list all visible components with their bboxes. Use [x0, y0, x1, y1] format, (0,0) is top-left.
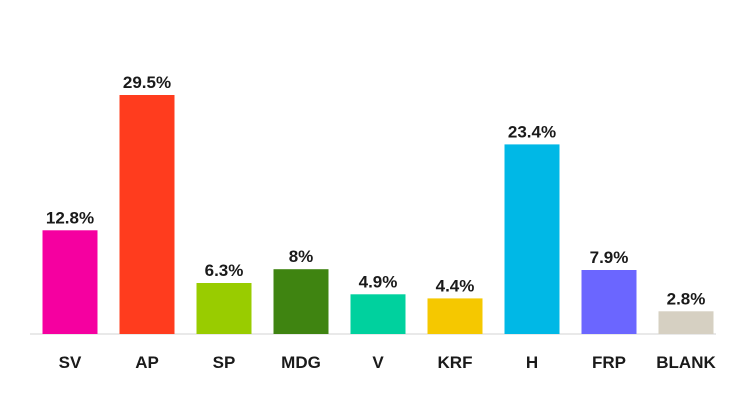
bar-v: [350, 294, 406, 334]
x-tick-label-frp: FRP: [592, 353, 626, 372]
bars-group: [42, 95, 714, 334]
x-tick-label-blank: BLANK: [656, 353, 716, 372]
x-tick-labels-group: SV AP SP MDG V KRF H FRP BLANK: [59, 353, 717, 372]
x-tick-label-v: V: [372, 353, 384, 372]
x-tick-label-krf: KRF: [438, 353, 473, 372]
value-label-krf: 4.4%: [436, 276, 475, 295]
bar-frp: [581, 270, 637, 334]
value-label-blank: 2.8%: [667, 289, 706, 308]
bar-sp: [196, 283, 252, 334]
x-tick-label-mdg: MDG: [281, 353, 321, 372]
value-labels-group: 12.8% 29.5% 6.3% 8% 4.9% 4.4% 23.4% 7.9% 2.8%: [46, 73, 705, 308]
value-label-v: 4.9%: [359, 272, 398, 291]
x-tick-label-sv: SV: [59, 353, 82, 372]
value-label-sp: 6.3%: [205, 261, 244, 280]
value-label-frp: 7.9%: [590, 248, 629, 267]
bar-h: [504, 144, 560, 334]
value-label-sv: 12.8%: [46, 208, 94, 227]
value-label-ap: 29.5%: [123, 73, 171, 92]
x-tick-label-sp: SP: [213, 353, 236, 372]
value-label-h: 23.4%: [508, 122, 556, 141]
value-label-mdg: 8%: [289, 247, 314, 266]
bar-krf: [427, 298, 483, 334]
bar-sv: [42, 230, 98, 334]
bar-ap: [119, 95, 175, 334]
x-tick-label-h: H: [526, 353, 538, 372]
x-tick-label-ap: AP: [135, 353, 159, 372]
bar-blank: [658, 311, 714, 334]
bar-mdg: [273, 269, 329, 334]
